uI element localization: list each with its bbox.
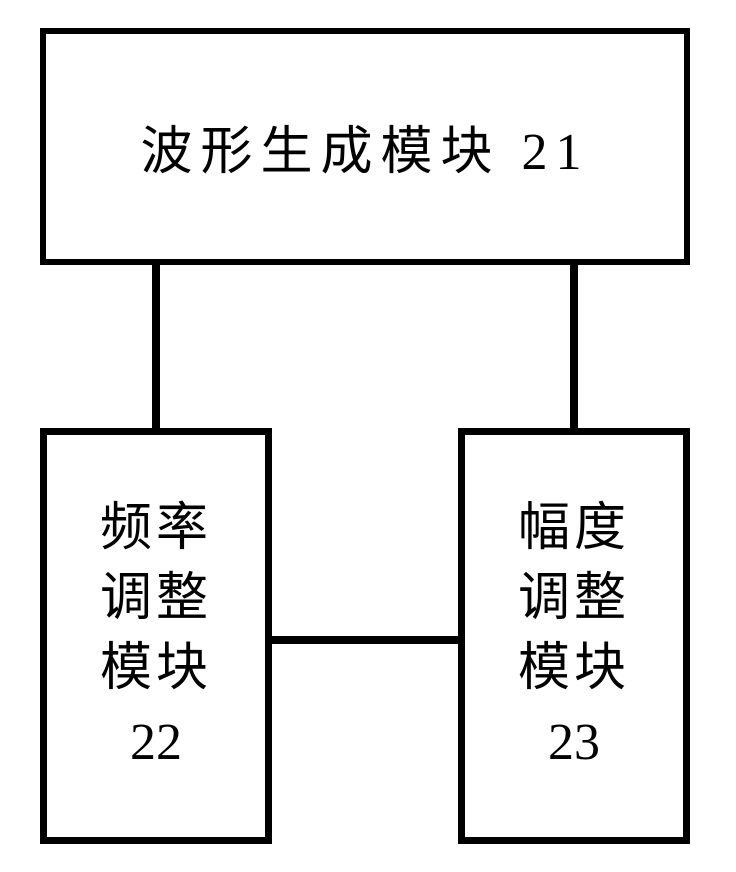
freq-line1: 频率 [100, 500, 212, 557]
connector-left-to-right [272, 636, 458, 644]
freq-line3: 模块 [100, 640, 212, 697]
connector-top-to-left [152, 265, 160, 428]
freq-line2: 调整 [100, 570, 212, 627]
frequency-adjustment-module-label: 频率 调整 模块 22 [100, 494, 212, 779]
waveform-generation-module-box: 波形生成模块 21 [40, 28, 690, 265]
amp-number: 23 [518, 708, 630, 778]
waveform-generation-module-label: 波形生成模块 21 [140, 109, 589, 184]
connector-top-to-right [570, 265, 578, 428]
amplitude-adjustment-module-box: 幅度 调整 模块 23 [458, 428, 690, 844]
amp-line2: 调整 [518, 570, 630, 627]
frequency-adjustment-module-box: 频率 调整 模块 22 [40, 428, 272, 844]
amp-line3: 模块 [518, 640, 630, 697]
amplitude-adjustment-module-label: 幅度 调整 模块 23 [518, 494, 630, 779]
freq-number: 22 [100, 708, 212, 778]
amp-line1: 幅度 [518, 500, 630, 557]
